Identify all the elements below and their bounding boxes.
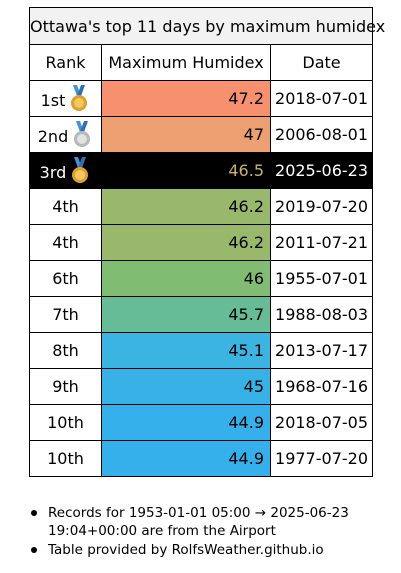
humidex-value-cell: 44.9 xyxy=(101,404,271,441)
rank-label: 3rd xyxy=(39,162,67,182)
column-header-date: Date xyxy=(269,44,374,81)
rank-cell: 6th xyxy=(29,260,102,297)
note-text: Records for 1953-01-01 05:00 → 2025-06-2… xyxy=(48,505,349,539)
date-cell: 2011-07-21 xyxy=(269,224,374,261)
humidex-value-cell: 46.2 xyxy=(101,188,271,225)
humidex-value-cell: 46 xyxy=(101,260,271,297)
table-caption: Ottawa's top 11 days by maximum humidex xyxy=(28,7,385,45)
column-header-rank: Rank xyxy=(29,44,102,81)
table-row: 2nd 47 2006-08-01 xyxy=(29,116,374,153)
humidex-value-cell: 44.9 xyxy=(101,440,271,477)
date-cell: 1968-07-16 xyxy=(269,368,374,405)
date-cell: 2019-07-20 xyxy=(269,188,374,225)
date-cell: 1977-07-20 xyxy=(269,440,374,477)
date-cell: 2018-07-05 xyxy=(269,404,374,441)
column-header-value: Maximum Humidex xyxy=(101,44,271,81)
date-cell: 2018-07-01 xyxy=(269,80,374,117)
date-cell: 1955-07-01 xyxy=(269,260,374,297)
humidex-value-cell: 45 xyxy=(101,368,271,405)
rank-cell: 9th xyxy=(29,368,102,405)
table-row: 9th 45 1968-07-16 xyxy=(29,368,374,405)
date-cell: 2013-07-17 xyxy=(269,332,374,369)
table-row-highlighted: 3rd 46.5 2025-06-23 xyxy=(29,152,374,189)
table-row: 1st 47.2 2018-07-01 xyxy=(29,80,374,117)
date-cell: 2006-08-01 xyxy=(269,116,374,153)
rank-cell: 8th xyxy=(29,332,102,369)
rank-label: 2nd xyxy=(37,126,69,146)
rank-cell: 10th xyxy=(29,404,102,441)
humidex-value-cell: 46.5 xyxy=(101,152,271,189)
humidex-value-cell: 47.2 xyxy=(101,80,271,117)
rank-cell: 7th xyxy=(29,296,102,333)
rank-cell: 4th xyxy=(29,224,102,261)
table-row: 4th 46.2 2011-07-21 xyxy=(29,224,374,261)
humidex-value-cell: 45.1 xyxy=(101,332,271,369)
bronze-medal-icon xyxy=(69,156,91,185)
date-cell: 2025-06-23 xyxy=(269,152,374,189)
table-row: 4th 46.2 2019-07-20 xyxy=(29,188,374,225)
table-row: 10th 44.9 1977-07-20 xyxy=(29,440,374,477)
note-text: Table provided by RolfsWeather.github.io xyxy=(48,542,324,558)
humidex-table: Ottawa's top 11 days by maximum humidex … xyxy=(28,7,385,477)
notes-list: Records for 1953-01-01 05:00 → 2025-06-2… xyxy=(28,504,378,560)
humidex-value-cell: 46.2 xyxy=(101,224,271,261)
humidex-value-cell: 47 xyxy=(101,116,271,153)
date-cell: 1988-08-03 xyxy=(269,296,374,333)
bullet-icon xyxy=(31,547,37,553)
rank-cell: 2nd xyxy=(29,116,102,153)
rank-cell: 10th xyxy=(29,440,102,477)
table-row: 8th 45.1 2013-07-17 xyxy=(29,332,374,369)
silver-medal-icon xyxy=(71,120,93,149)
table-row: 10th 44.9 2018-07-05 xyxy=(29,404,374,441)
gold-medal-icon xyxy=(68,84,90,113)
table-row: 6th 46 1955-07-01 xyxy=(29,260,374,297)
note-item: Table provided by RolfsWeather.github.io xyxy=(31,541,378,559)
rank-label: 1st xyxy=(40,90,66,110)
note-item: Records for 1953-01-01 05:00 → 2025-06-2… xyxy=(31,504,378,540)
rank-cell: 1st xyxy=(29,80,102,117)
table-body: 1st 47.2 2018-07-01 2nd 47 2006-08-01 3r… xyxy=(29,80,374,477)
table-row: 7th 45.7 1988-08-03 xyxy=(29,296,374,333)
rank-cell: 3rd xyxy=(29,152,102,189)
humidex-value-cell: 45.7 xyxy=(101,296,271,333)
bullet-icon xyxy=(31,510,37,516)
rank-cell: 4th xyxy=(29,188,102,225)
